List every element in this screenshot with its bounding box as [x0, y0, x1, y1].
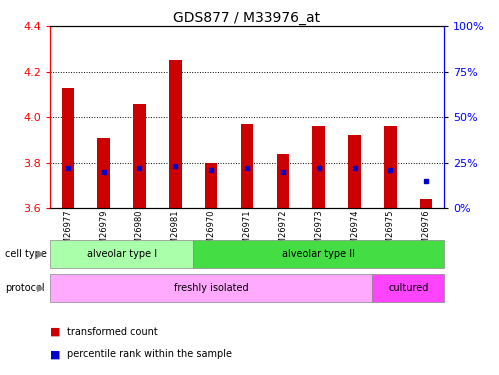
Bar: [133, 104, 146, 208]
Text: protocol: protocol: [5, 283, 44, 293]
Bar: [372, 274, 444, 302]
Text: cell type: cell type: [5, 249, 47, 259]
Bar: [193, 240, 444, 268]
Text: ▶: ▶: [37, 249, 45, 259]
Bar: [420, 199, 433, 208]
Bar: [97, 138, 110, 208]
Text: alveolar type I: alveolar type I: [86, 249, 157, 259]
Text: freshly isolated: freshly isolated: [174, 283, 249, 293]
Bar: [169, 60, 182, 208]
Text: transformed count: transformed count: [67, 327, 158, 337]
Text: alveolar type II: alveolar type II: [282, 249, 355, 259]
Text: cultured: cultured: [388, 283, 429, 293]
Bar: [50, 240, 193, 268]
Bar: [276, 154, 289, 208]
Text: ■: ■: [50, 327, 60, 337]
Text: ■: ■: [50, 350, 60, 359]
Text: ▶: ▶: [37, 283, 45, 293]
Text: percentile rank within the sample: percentile rank within the sample: [67, 350, 233, 359]
Bar: [241, 124, 253, 208]
Bar: [50, 274, 372, 302]
Title: GDS877 / M33976_at: GDS877 / M33976_at: [174, 11, 320, 25]
Bar: [384, 126, 397, 208]
Bar: [312, 126, 325, 208]
Bar: [61, 88, 74, 208]
Bar: [205, 163, 218, 208]
Bar: [348, 135, 361, 208]
